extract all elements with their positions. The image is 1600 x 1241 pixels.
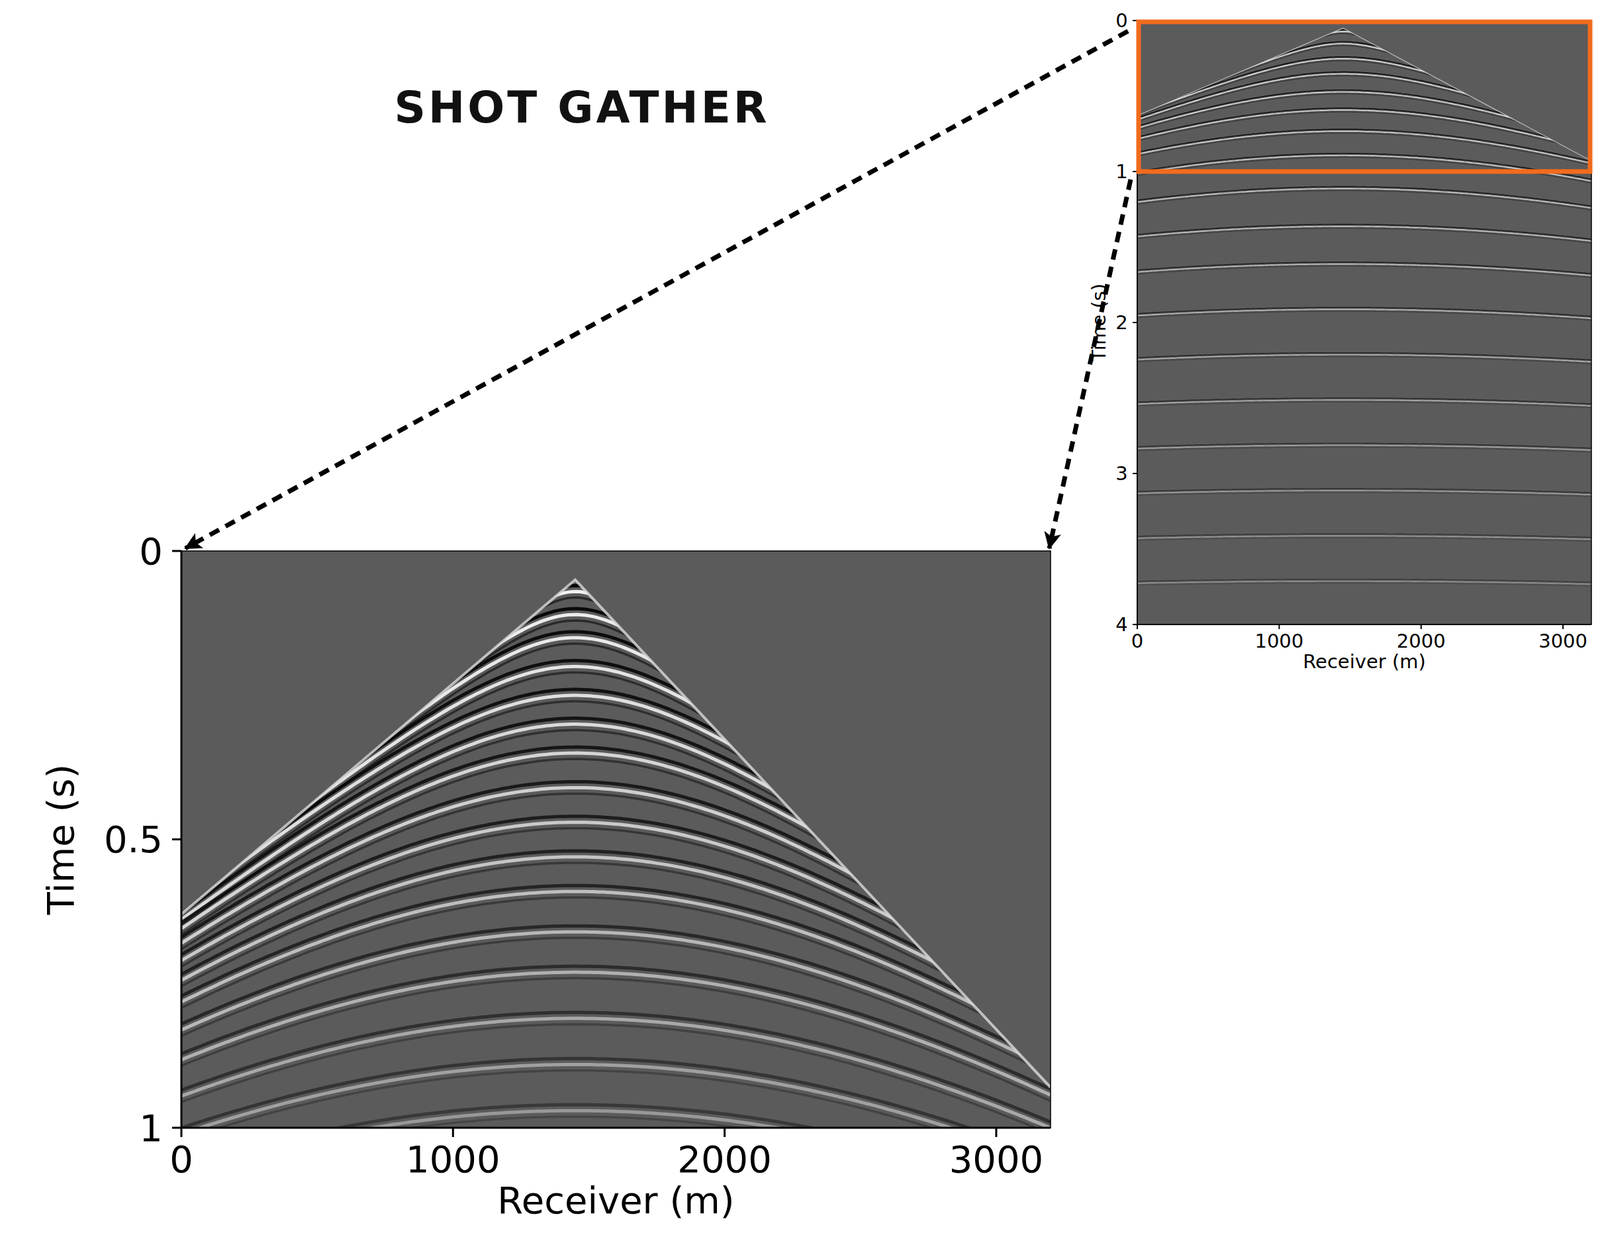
- reflection-peak: [1137, 444, 1592, 450]
- y-tick: [1132, 472, 1138, 474]
- plot-background: [1137, 20, 1592, 625]
- reflection-trough: [181, 1070, 1051, 1129]
- x-tick-label: 1000: [1254, 629, 1304, 653]
- x-tick: [1420, 624, 1422, 629]
- x-tick-label: 0: [1131, 629, 1144, 653]
- panel: 0 1000 2000 3000 0 0.5 1 Receiver (m) Time (s): [39, 529, 1051, 1222]
- reflection-peak: [1137, 31, 1592, 132]
- reflection-trough: [1137, 29, 1592, 130]
- y-tick-label: 2: [1115, 311, 1128, 334]
- reflection-peak: [181, 591, 1051, 970]
- reflection-trough: [1137, 45, 1592, 133]
- x-tick-label: 0: [169, 1137, 194, 1181]
- frame: [1137, 20, 1592, 625]
- reflection-trough: [1137, 76, 1592, 138]
- x-axis: [181, 1126, 1051, 1129]
- x-axis-title: Receiver (m): [497, 1178, 735, 1222]
- reflection-trough: [1137, 111, 1592, 152]
- frame: [181, 550, 1051, 1128]
- reflection-trough: [1137, 311, 1592, 321]
- x-axis-title: Receiver (m): [1302, 650, 1426, 673]
- reflection-trough: [1137, 94, 1592, 143]
- y-tick: [1132, 623, 1138, 625]
- x-tick: [1562, 624, 1564, 629]
- figure: SHOT GATHER 0 1000 2000 3000 0 0.5 1 Receiver (m…: [0, 0, 1600, 1241]
- reflection-peak: [1137, 155, 1592, 182]
- reflection-peak: [181, 971, 1051, 1095]
- reflection-trough: [181, 585, 1051, 964]
- y-tick-label: 0.5: [103, 817, 163, 861]
- x-tick: [994, 1127, 997, 1137]
- data-layer: [1137, 27, 1592, 586]
- reflection-trough: [1137, 266, 1592, 278]
- reflection-trough: [1137, 33, 1592, 134]
- x-tick-label: 1000: [405, 1137, 501, 1181]
- reflection-peak: [1137, 188, 1592, 208]
- reflection-peak: [181, 1110, 1051, 1128]
- reflection-trough: [181, 643, 1051, 975]
- reflection-trough: [1137, 129, 1592, 162]
- reflection-trough: [181, 597, 1051, 976]
- x-tick: [180, 1127, 183, 1137]
- x-axis: [1137, 623, 1592, 625]
- reflection-trough: [181, 850, 1051, 1020]
- x-tick: [452, 1127, 455, 1137]
- data-layer: [181, 579, 1051, 1128]
- reflection-trough: [1137, 186, 1592, 206]
- x-tick-label: 2000: [677, 1137, 772, 1181]
- y-tick: [172, 550, 182, 553]
- reflection-peak: [181, 856, 1051, 1026]
- y-tick-label: 0: [139, 529, 163, 573]
- reflection-trough: [1137, 401, 1592, 408]
- reflection-trough: [1137, 537, 1592, 541]
- reflection-trough: [1137, 190, 1592, 210]
- connector-arrow: [1049, 179, 1131, 549]
- y-tick-label: 4: [1115, 612, 1128, 636]
- reflection-trough: [181, 1116, 1051, 1128]
- reflection-peak: [1137, 131, 1592, 164]
- y-tick-label: 0: [1115, 9, 1128, 32]
- reflection-trough: [1137, 446, 1592, 452]
- panel: 010002000300001234Receiver (m)Time (s): [1087, 9, 1592, 673]
- y-tick: [172, 1126, 182, 1129]
- figure-title: SHOT GATHER: [393, 82, 770, 134]
- events: [1137, 29, 1592, 586]
- y-axis-title: Time (s): [39, 763, 83, 916]
- x-tick-label: 3000: [1538, 629, 1588, 653]
- y-tick: [172, 838, 182, 841]
- reflection-trough: [1137, 153, 1592, 180]
- first-arrival: [1137, 27, 1592, 161]
- plot-background: [181, 550, 1051, 1128]
- x-tick-label: 3000: [949, 1137, 1044, 1181]
- x-tick: [723, 1127, 726, 1137]
- x-tick-label: 2000: [1396, 629, 1446, 653]
- first-arrival: [181, 579, 1051, 1087]
- reflection-trough: [1137, 133, 1592, 166]
- reflection-peak: [1137, 581, 1592, 585]
- reflection-trough: [1137, 228, 1592, 243]
- reflection-trough: [181, 977, 1051, 1101]
- reflection-trough: [1137, 583, 1592, 587]
- zoom-box: [1138, 21, 1591, 172]
- y-tick-label: 3: [1115, 462, 1128, 485]
- reflection-trough: [1137, 492, 1592, 497]
- x-tick: [1136, 624, 1138, 629]
- reflection-peak: [1137, 74, 1592, 136]
- reflection-trough: [1137, 356, 1592, 365]
- x-tick: [1278, 624, 1280, 629]
- y-tick: [1132, 321, 1138, 324]
- events: [181, 585, 1051, 1128]
- connector-arrow: [185, 31, 1129, 549]
- y-tick-label: 1: [139, 1106, 163, 1150]
- reflection-trough: [1137, 41, 1592, 129]
- y-tick-label: 1: [1115, 160, 1128, 183]
